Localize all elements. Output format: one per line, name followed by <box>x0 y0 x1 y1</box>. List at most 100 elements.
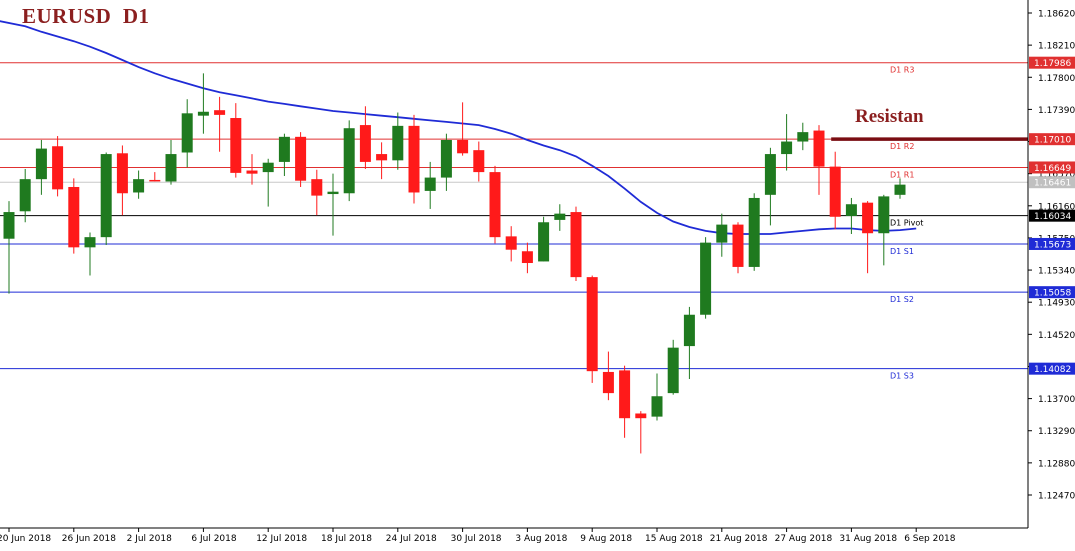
candle-bear <box>813 130 825 167</box>
time-tick-label: 6 Jul 2018 <box>191 534 236 544</box>
candle-bear <box>473 150 485 173</box>
candle-bear <box>311 179 323 196</box>
price-tick-label: 1.12470 <box>1038 492 1075 502</box>
candle-bull <box>764 154 776 195</box>
candle-bull <box>683 314 695 347</box>
price-tick-label: 1.18620 <box>1038 10 1075 20</box>
price-tag-label: 1.15058 <box>1034 289 1071 299</box>
candle-bull <box>667 347 679 394</box>
candle-bull <box>878 196 890 234</box>
candle-bear <box>295 136 307 181</box>
candle-bear <box>376 154 388 161</box>
candle-bear <box>489 172 501 238</box>
candle-bear <box>619 370 631 419</box>
candle-bull <box>84 237 96 248</box>
price-tick-label: 1.16160 <box>1038 202 1075 212</box>
pivot-labels: D1 R3 1.17986 D1 R2 1.17010 D1 R1 1.16649 D1 P… <box>890 56 1075 381</box>
price-tick-label: 1.16570 <box>1038 170 1075 180</box>
time-tick-label: 12 Jul 2018 <box>256 534 307 544</box>
candle-bull <box>35 148 47 180</box>
candle-bull <box>392 125 404 161</box>
candle-bear <box>586 277 598 372</box>
time-tick-label: 3 Aug 2018 <box>515 534 567 544</box>
price-tick-label: 1.18210 <box>1038 42 1075 52</box>
candle-bull <box>100 154 112 238</box>
time-tick-label: 2 Jul 2018 <box>127 534 172 544</box>
candle-bull <box>3 212 15 239</box>
candle-bear <box>52 146 64 190</box>
candle-bear <box>732 224 744 267</box>
candle-bull <box>262 162 274 173</box>
price-tag-label: 1.15673 <box>1034 240 1071 250</box>
price-tag-label: 1.17010 <box>1034 136 1071 146</box>
time-tick-label: 6 Sep 2018 <box>904 534 956 544</box>
pivot-line-label: D1 R2 <box>890 142 914 151</box>
time-axis: 20 Jun 2018 26 Jun 2018 2 Jul 2018 6 Jul 20… <box>0 527 1028 544</box>
candle-bear <box>829 166 841 217</box>
pivot-line-label: D1 Pivot <box>890 219 923 228</box>
candle-bull <box>181 113 193 153</box>
candle-bear <box>214 110 226 115</box>
candle-bull <box>197 111 209 116</box>
price-tag <box>1029 286 1075 299</box>
current-price-label: 1.16461 <box>1034 179 1071 189</box>
candle-bull <box>327 191 339 195</box>
candle-bull <box>716 224 728 243</box>
candle-bull <box>748 197 760 267</box>
price-tag-label: 1.17986 <box>1034 59 1071 69</box>
candle-bear <box>408 125 420 193</box>
candle-bear <box>246 170 258 174</box>
candle-bear <box>862 202 874 234</box>
candle-bear <box>505 236 517 250</box>
price-tick-label: 1.15340 <box>1038 267 1075 277</box>
price-tag <box>1029 161 1075 174</box>
price-tag <box>1029 362 1075 375</box>
candle-bear <box>230 118 242 173</box>
candle-bear <box>570 212 582 278</box>
price-tag-label: 1.14082 <box>1034 365 1071 375</box>
time-tick-label: 20 Jun 2018 <box>0 534 51 544</box>
pivot-line-label: D1 S3 <box>890 372 914 381</box>
price-tick-label: 1.14520 <box>1038 331 1075 341</box>
pivot-line-label: D1 R3 <box>890 66 914 75</box>
candle-bull <box>424 177 436 191</box>
price-tick-label: 1.13290 <box>1038 427 1075 437</box>
time-tick-label: 21 Aug 2018 <box>710 534 768 544</box>
moving-average <box>0 20 917 235</box>
price-axis: 1.186201.182101.178001.173901.169801.165… <box>1027 0 1075 528</box>
resistance-label: Resistan <box>855 106 924 127</box>
price-tick-label: 1.17390 <box>1038 106 1075 116</box>
time-tick-label: 27 Aug 2018 <box>775 534 833 544</box>
candle-bull <box>894 184 906 195</box>
price-tag <box>1029 209 1075 222</box>
candle-bull <box>278 136 290 162</box>
price-tick-label: 1.13700 <box>1038 395 1075 405</box>
candle-bull <box>797 132 809 142</box>
candle-bull <box>700 242 712 315</box>
price-tag-label: 1.16034 <box>1034 212 1071 222</box>
candle-bull <box>19 179 31 212</box>
price-tick-label: 1.17800 <box>1038 74 1075 84</box>
time-tick-label: 26 Jun 2018 <box>62 534 116 544</box>
candle-bear <box>116 153 128 194</box>
candle-bull <box>651 396 663 417</box>
candle-bull <box>343 128 355 194</box>
pivot-line-label: D1 S1 <box>890 247 914 256</box>
candle-bull <box>133 179 145 193</box>
candle-bear <box>521 251 533 264</box>
time-tick-label: 30 Jul 2018 <box>451 534 502 544</box>
candle-bear <box>635 413 647 419</box>
price-tag <box>1029 237 1075 250</box>
price-tag <box>1029 56 1075 69</box>
time-tick-label: 18 Jul 2018 <box>321 534 372 544</box>
candle-bull <box>165 154 177 182</box>
price-tag-label: 1.16649 <box>1034 164 1071 174</box>
price-tick-label: 1.14930 <box>1038 299 1075 309</box>
candle-bull <box>440 139 452 178</box>
time-tick-label: 15 Aug 2018 <box>645 534 703 544</box>
candle-bull <box>554 213 566 220</box>
candle-bear <box>457 139 469 154</box>
candle-bear <box>602 371 614 394</box>
